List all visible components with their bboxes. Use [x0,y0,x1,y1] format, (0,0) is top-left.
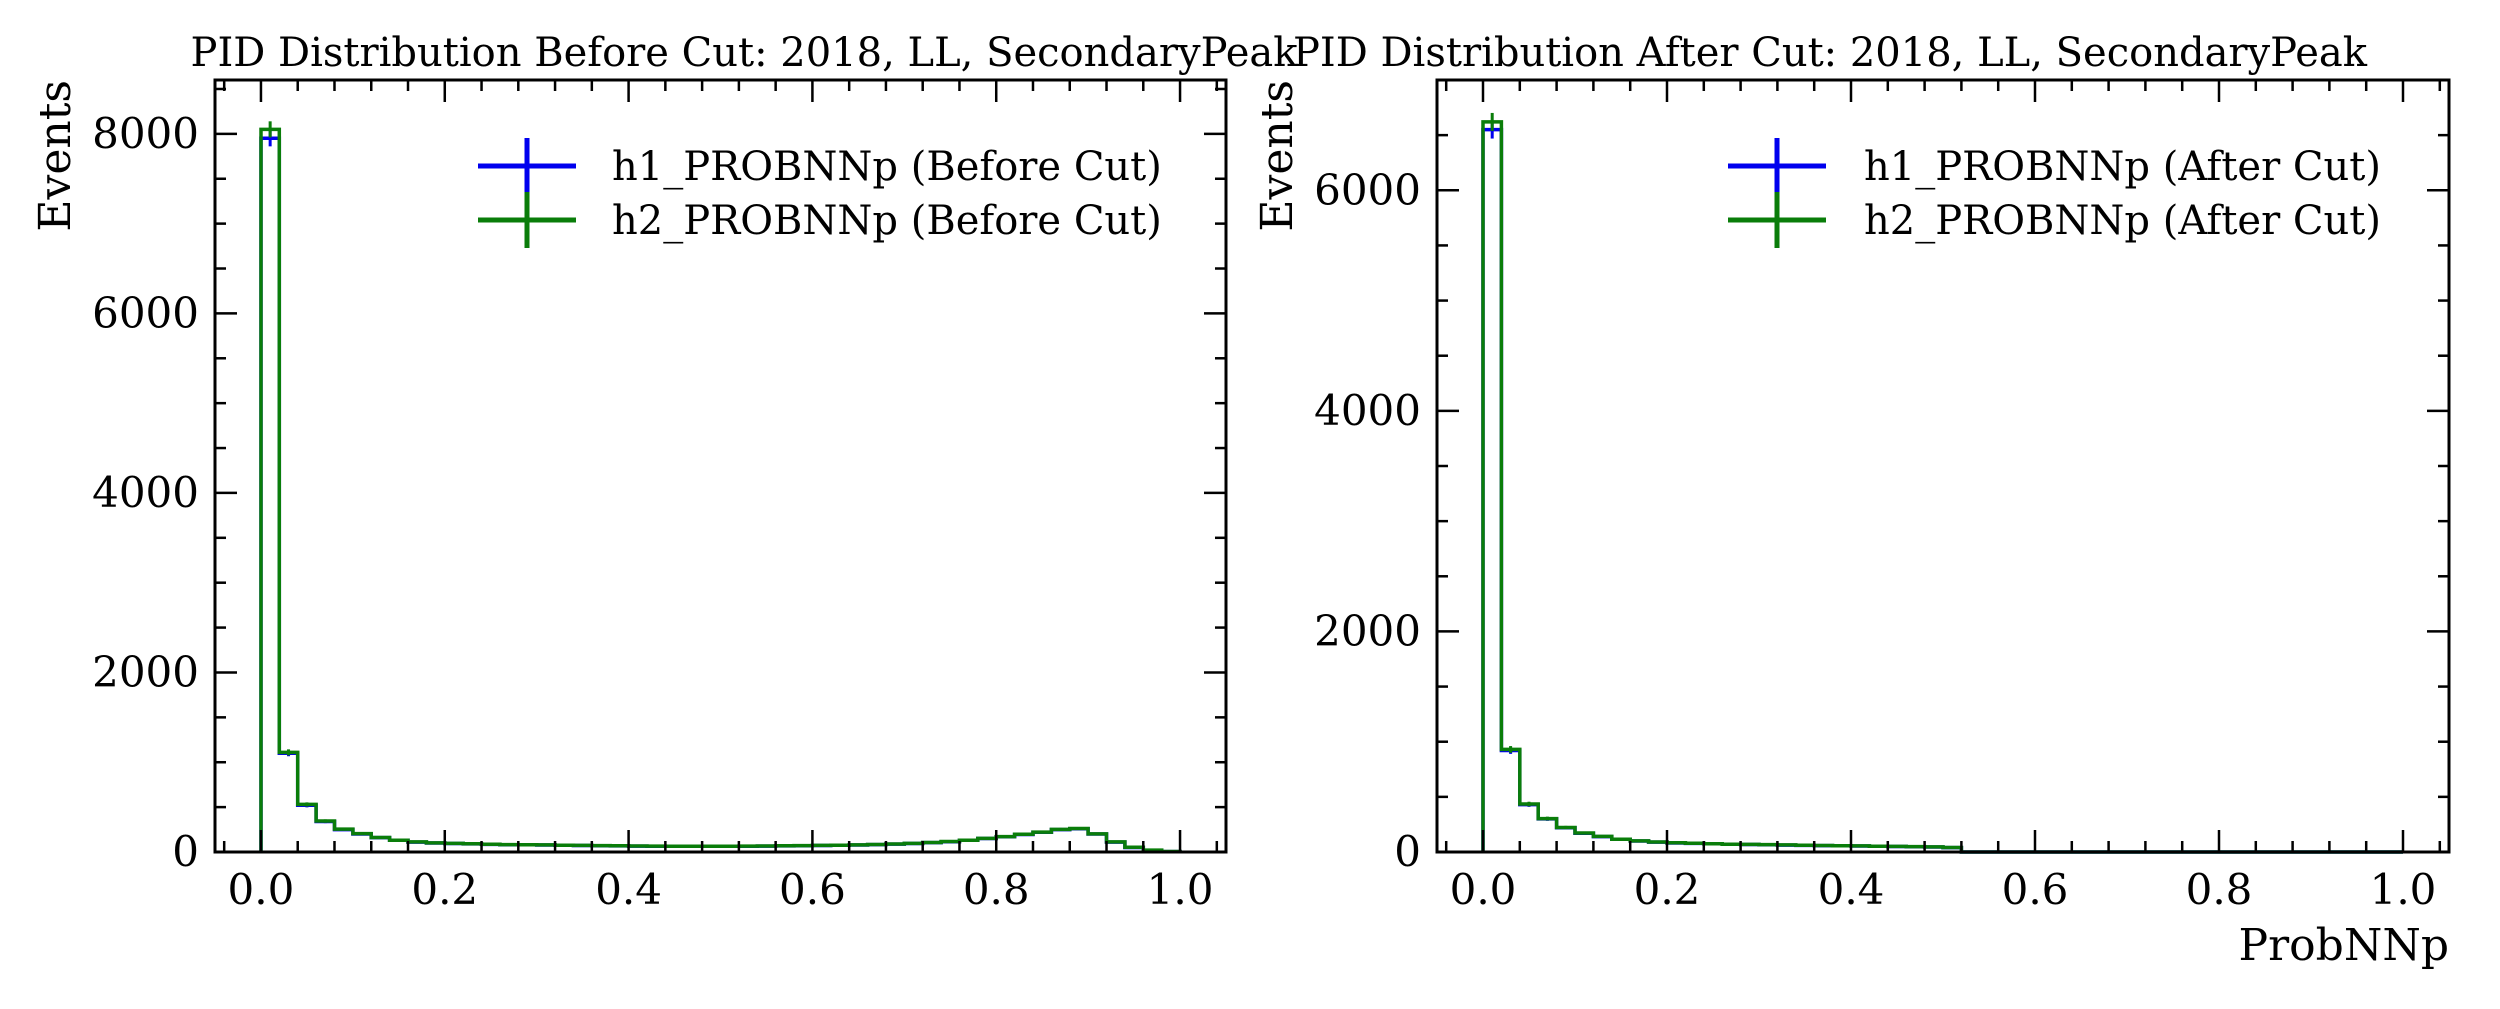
chart-title: PID Distribution After Cut: 2018, LL, Se… [1293,30,2368,76]
chart-title: PID Distribution Before Cut: 2018, LL, S… [191,30,1299,76]
y-tick-label: 0 [1394,827,1421,876]
axis-ticks: 0.0 0.2 0.4 0.6 0.8 1.0 0 2000 4000 6000 [1314,80,2449,914]
y-tick-label: 0 [172,827,199,876]
histogram-series-1 [259,136,1182,854]
legend-label-h2: h2_PROBNNp (Before Cut) [612,198,1162,244]
legend-label-h1: h1_PROBNNp (Before Cut) [612,144,1162,190]
panel-after-cut: PID Distribution After Cut: 2018, LL, Se… [1252,30,2451,971]
axes-frame [1435,78,2451,854]
legend-label-h1: h1_PROBNNp (After Cut) [1864,144,2381,190]
x-tick-label: 0.0 [228,865,295,914]
x-tick-label: 0.6 [2002,865,2069,914]
x-tick-label: 1.0 [1147,865,1214,914]
y-tick-label: 2000 [1314,606,1421,655]
x-tick-label: 0.4 [595,865,662,914]
x-tick-label: 0.8 [963,865,1030,914]
legend: h1_PROBNNp (After Cut) h2_PROBNNp (After… [1728,138,2381,248]
x-tick-label: 0.2 [1634,865,1701,914]
x-axis-label: ProbNNp [2239,920,2449,971]
x-tick-label: 0.6 [779,865,846,914]
legend-label-h2: h2_PROBNNp (After Cut) [1864,198,2381,244]
legend: h1_PROBNNp (Before Cut) h2_PROBNNp (Befo… [478,138,1162,248]
y-tick-label: 4000 [1314,386,1421,435]
y-tick-label: 6000 [1314,165,1421,214]
y-tick-label: 4000 [92,468,199,517]
y-axis-label: Events [30,80,81,232]
x-tick-label: 1.0 [2370,865,2437,914]
x-tick-label: 0.2 [411,865,478,914]
panel-before-cut: PID Distribution Before Cut: 2018, LL, S… [30,30,1298,914]
y-tick-label: 8000 [92,109,199,158]
x-tick-label: 0.4 [1818,865,1885,914]
axis-ticks: 0.0 0.2 0.4 0.6 0.8 1.0 0 2000 4000 6000 8000 [92,80,1226,914]
y-tick-label: 6000 [92,288,199,337]
x-tick-label: 0.0 [1450,865,1517,914]
y-tick-label: 2000 [92,647,199,696]
x-tick-label: 0.8 [2186,865,2253,914]
axes-frame [213,78,1228,854]
y-axis-label: Events [1252,80,1303,232]
